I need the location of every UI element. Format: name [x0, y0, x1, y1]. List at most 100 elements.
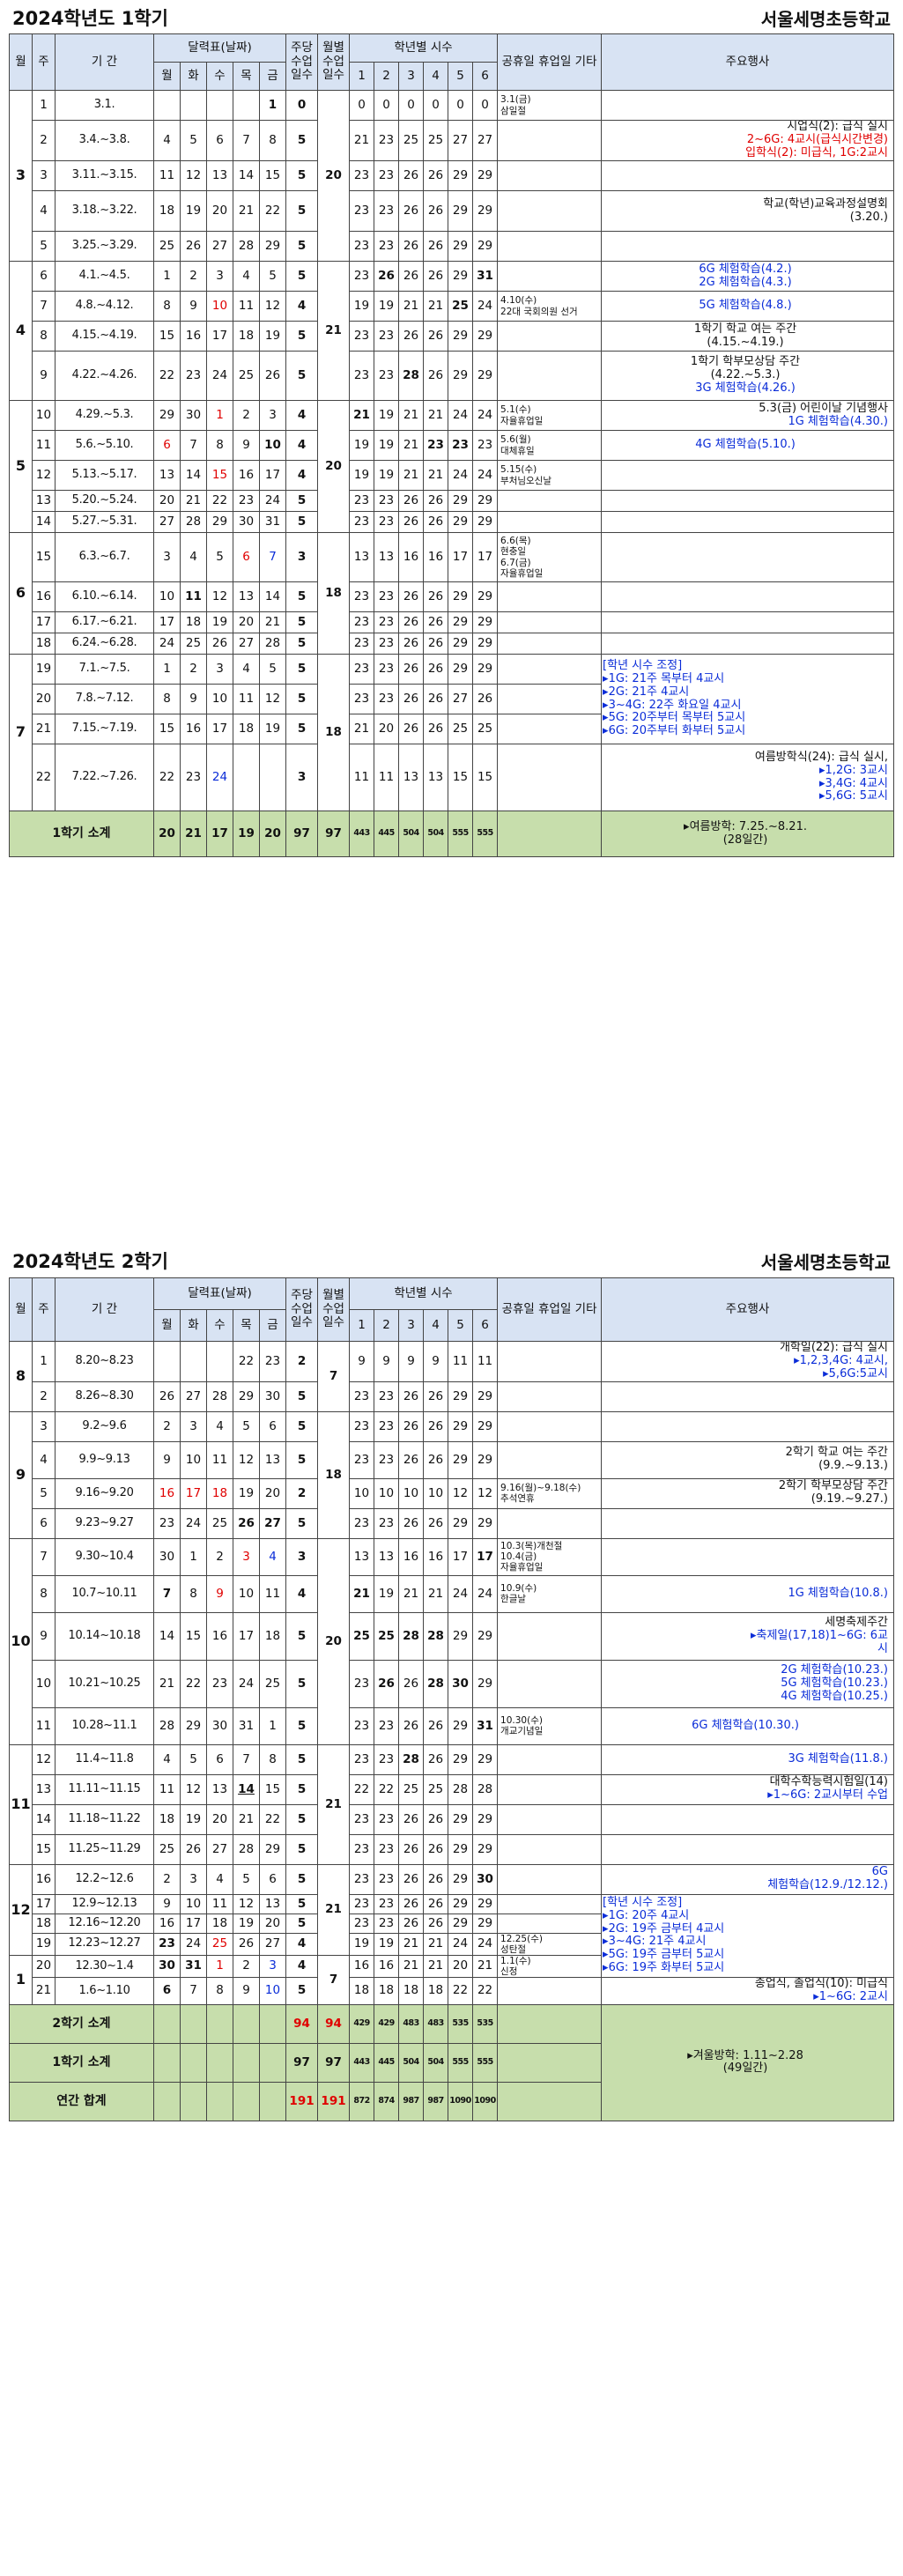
- week-period: 11.11~11.15: [55, 1773, 154, 1805]
- header-monthly-days: 월별 수업 일수: [317, 33, 351, 91]
- month-cell: 8: [9, 1341, 33, 1412]
- event-note: [601, 90, 894, 121]
- holiday-note: [497, 1507, 603, 1539]
- calendar-date: 29: [233, 1381, 260, 1412]
- summary-day-count: [206, 2081, 233, 2121]
- grade-hours: 10: [349, 1477, 375, 1509]
- grade-hours: 29: [472, 1803, 499, 1835]
- grade-hours: 23: [374, 190, 400, 232]
- calendar-date: 19: [233, 1913, 260, 1934]
- grade-hours: 15: [448, 744, 474, 811]
- grade-hours: 28: [398, 1743, 425, 1775]
- header-fri: 금: [258, 62, 287, 91]
- weekly-days: 5: [285, 684, 319, 714]
- week-row: 14 5.27.~5.31. 27 28 29 30 31 5 23 23 26 26 29 29: [10, 511, 894, 533]
- adjustment-line: ▸2G: 19주 금부터 4교시: [603, 1921, 725, 1936]
- holiday-line: 개교기념일: [500, 1726, 544, 1737]
- grade-hours: 23: [374, 160, 400, 191]
- summary-day-count: [233, 2081, 260, 2121]
- summary-day-count: [180, 2042, 207, 2083]
- grade-hours: 21: [423, 291, 449, 322]
- calendar-date: 4: [153, 120, 181, 161]
- calendar-date: 12: [233, 1893, 260, 1914]
- calendar-date: 12: [180, 1773, 207, 1805]
- monthly-days: 20: [317, 400, 351, 533]
- calendar-date: 22: [153, 744, 181, 811]
- week-period: 3.25.~3.29.: [55, 231, 154, 262]
- holiday-line: 신정: [500, 1966, 518, 1977]
- calendar-date: [180, 1341, 207, 1382]
- grade-hours: 28: [448, 1773, 474, 1805]
- calendar-date: 21: [233, 1803, 260, 1835]
- week-row: 12 16 12.2~12.6 2 3 4 5 6 5 21 23 23 26 26 29 30 6G 체험학습(…: [9, 1863, 894, 1956]
- holiday-note: 5.6(월) 대체휴일: [497, 430, 603, 461]
- summary-grade-hours: 504: [398, 811, 425, 857]
- calendar-date: 12: [180, 160, 207, 191]
- grade-hours: 23: [374, 120, 400, 161]
- grade-hours: 21: [423, 1954, 449, 1979]
- semester2-header: 2024학년도 2학기 서울세명초등학교: [12, 1245, 891, 1277]
- event-line: 개학일(22): 급식 실시: [779, 1341, 888, 1354]
- header-monthly-days: 월별 수업 일수: [317, 1277, 351, 1342]
- month-cell: 9: [9, 1410, 33, 1539]
- event-note: 6G 체험학습(10.30.): [601, 1706, 894, 1745]
- grade-hours: 26: [398, 1893, 425, 1914]
- calendar-date: 26: [233, 1507, 260, 1539]
- grade-hours: 21: [423, 1574, 449, 1613]
- grade-hours: 26: [423, 231, 449, 262]
- event-line: 세명축제주간: [825, 1615, 888, 1629]
- calendar-date: 2: [206, 1537, 233, 1576]
- grade-hours: 23: [374, 1913, 400, 1934]
- event-note: 2학기 학교 여는 주간 (9.9.~9.13.): [601, 1440, 894, 1479]
- calendar-date: 10: [258, 430, 287, 461]
- holiday-note: [497, 1833, 603, 1865]
- header-grade-2: 2: [374, 1309, 400, 1342]
- grade-hours: 29: [472, 511, 499, 533]
- event-line: 2~6G: 4교시(급식시간변경): [746, 133, 888, 147]
- event-note: [601, 633, 894, 655]
- week-period: 12.23~12.27: [55, 1932, 154, 1956]
- grade-hours: 12: [472, 1477, 499, 1509]
- grade-hours: 26: [398, 581, 425, 612]
- event-note: 시업식(2): 급식 실시 2~6G: 4교시(급식시간변경) 입학식(2): 미급…: [601, 120, 894, 161]
- grade-hours: 0: [349, 90, 375, 121]
- calendar-date: 12: [206, 581, 233, 612]
- week-period: 6.17.~6.21.: [55, 611, 154, 633]
- grade-hours: 26: [423, 1706, 449, 1745]
- calendar-date: 6: [206, 1743, 233, 1775]
- holiday-line: 자율휴업일: [500, 567, 544, 579]
- week-row: 5 9.16~9.20 16 17 18 19 20 2 10 10 10 10 12 12 9.16(월)…: [10, 1477, 894, 1509]
- calendar-date: 22: [258, 190, 287, 232]
- week-row: 1 20 12.30~1.4 30 31 1 2 3 4 7 16 16 21 21 20 21 1.1(수) 신…: [9, 1954, 894, 2005]
- weekly-days: 4: [285, 1574, 319, 1613]
- week-period: 12.2~12.6: [55, 1863, 154, 1895]
- holiday-line: 6.7(금): [500, 557, 531, 568]
- summary-monthly: 97: [317, 811, 351, 857]
- grade-hours: 29: [472, 581, 499, 612]
- grade-hours: 29: [448, 1611, 474, 1661]
- event-note: [601, 160, 894, 191]
- summary-day-count: [206, 2003, 233, 2044]
- summary-monthly: 94: [317, 2003, 351, 2044]
- weekly-days: 5: [285, 511, 319, 533]
- adjustment-line: ▸5G: 20주부터 목부터 5교시: [603, 711, 746, 725]
- summary-day-count: 21: [180, 811, 207, 857]
- week-row: 19 12.23~12.27 23 24 25 26 27 4 19 19 21 21 24 24 12.2…: [10, 1932, 894, 1956]
- summary-grade-hours: 504: [398, 2042, 425, 2083]
- grade-hours: 23: [374, 633, 400, 655]
- week-row: 8 4.15.~4.19. 15 16 17 18 19 5 23 23 26 26 29 29 1학기 학…: [10, 321, 894, 352]
- calendar-date: 16: [180, 714, 207, 744]
- calendar-date: 19: [206, 611, 233, 633]
- grade-hours: 23: [374, 1440, 400, 1479]
- summary-label: 1학기 소계: [9, 2042, 154, 2083]
- vacation-line: ▸여름방학: 7.25.~8.21.: [684, 819, 807, 833]
- holiday-note: [497, 321, 603, 352]
- monthly-days: 20: [317, 1537, 351, 1745]
- grade-hours: 13: [374, 532, 400, 582]
- header-calendar: 달력표(날짜): [152, 33, 287, 63]
- calendar-date: 9: [180, 684, 207, 714]
- event-note: 2학기 학부모상담 주간 (9.19.~9.27.): [601, 1477, 894, 1509]
- event-note: [601, 460, 894, 491]
- event-note: 학교(학년)교육과정설명회 (3.20.): [601, 190, 894, 232]
- holiday-line: 10.3(목)개천절: [500, 1541, 563, 1552]
